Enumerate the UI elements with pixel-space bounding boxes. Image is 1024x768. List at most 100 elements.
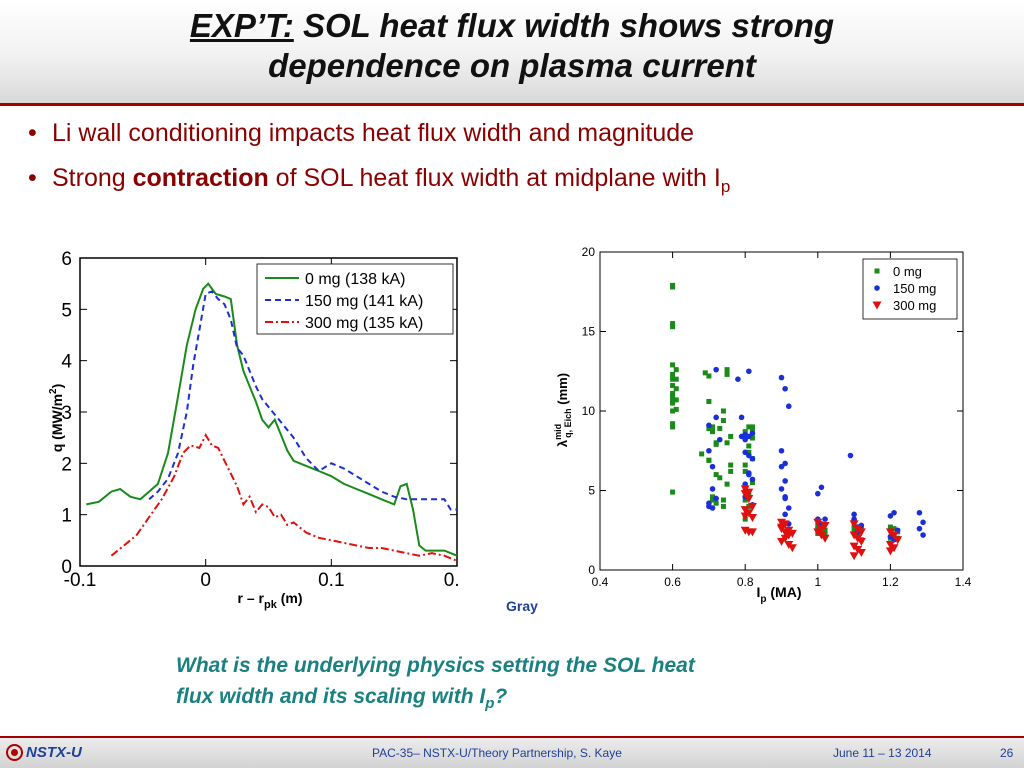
scatter-point xyxy=(706,398,712,404)
scatter-point xyxy=(670,284,676,290)
scatter-point xyxy=(785,403,792,410)
scatter-point xyxy=(747,514,757,523)
left-x-tick-label: 0 xyxy=(200,570,211,591)
scatter-point xyxy=(885,547,895,556)
scatter-point xyxy=(856,537,866,546)
scatter-point xyxy=(749,435,755,441)
scatter-point xyxy=(673,367,679,373)
left-x-tick-label: -0.1 xyxy=(64,570,97,591)
scatter-point xyxy=(749,430,756,437)
legend-label: 0 mg (138 kA) xyxy=(305,271,405,288)
scatter-point xyxy=(710,424,716,430)
scatter-point xyxy=(728,433,734,439)
scatter-point xyxy=(746,449,752,455)
scatter-point xyxy=(916,509,923,516)
bullet-text-2-post: of SOL heat flux width at midplane with … xyxy=(268,164,721,192)
scatter-point xyxy=(746,471,752,478)
bullet-item-2: • Strong contraction of SOL heat flux wid… xyxy=(28,163,1008,202)
scatter-point xyxy=(749,427,755,433)
scatter-point xyxy=(787,529,797,538)
bullet-list: • Li wall conditioning impacts heat flux … xyxy=(28,118,1008,217)
scatter-point xyxy=(744,488,754,497)
scatter-point xyxy=(887,513,894,519)
scatter-point xyxy=(777,537,786,546)
scatter-point xyxy=(742,497,748,503)
scatter-point xyxy=(710,494,716,500)
scatter-point xyxy=(717,425,723,431)
scatter-point xyxy=(720,497,726,503)
heat-flux-line xyxy=(148,290,457,511)
scatter-point xyxy=(785,505,792,511)
scatter-point xyxy=(717,475,723,481)
scatter-point xyxy=(820,534,830,543)
legend-label: 0 mg xyxy=(893,264,922,279)
scatter-point xyxy=(706,425,712,431)
scatter-point xyxy=(670,376,676,382)
scatter-point xyxy=(746,443,752,449)
scatter-point xyxy=(724,371,730,377)
scatter-point xyxy=(742,449,748,456)
footer-presentation: PAC-35– NSTX-U/Theory Partnership, S. Ka… xyxy=(372,746,622,760)
right-y-tick-label: 20 xyxy=(582,245,596,259)
bullet-text-2-pre: Strong xyxy=(52,164,133,192)
heat-flux-line xyxy=(86,282,458,557)
scatter-point xyxy=(699,451,705,457)
right-x-tick-label: 0.4 xyxy=(592,575,609,589)
scatter-point xyxy=(670,321,676,327)
scatter-point xyxy=(849,520,859,529)
scatter-point xyxy=(673,386,679,392)
scatter-point xyxy=(713,495,719,502)
scatter-point xyxy=(709,486,716,492)
legend-marker xyxy=(872,301,882,310)
heat-flux-profile-chart: -0.100.10.201234560 mg (138 kA)150 mg (1… xyxy=(48,249,460,611)
bullet-text-2-sub: p xyxy=(720,177,731,196)
footer-divider xyxy=(0,736,1024,738)
scatter-point xyxy=(856,528,866,537)
scatter-point xyxy=(822,516,828,522)
scatter-point xyxy=(673,376,679,382)
legend-marker xyxy=(874,285,880,291)
scatter-point xyxy=(709,505,716,511)
right-x-tick-label: 0.6 xyxy=(664,575,681,589)
legend-label: 300 mg xyxy=(893,298,936,313)
bullet-item-1: • Li wall conditioning impacts heat flux … xyxy=(28,118,1008,148)
left-y-tick-label: 2 xyxy=(61,454,72,475)
left-x-tick-label: 0.1 xyxy=(318,570,344,591)
title-line2: dependence on plasma current xyxy=(268,47,756,84)
scatter-point xyxy=(746,368,752,375)
scatter-point xyxy=(820,521,830,530)
right-x-tick-label: 0.8 xyxy=(737,575,754,589)
left-y-axis-label: q (MW/m2) xyxy=(48,384,65,453)
scatter-point xyxy=(720,408,726,414)
scatter-point xyxy=(742,429,748,435)
legend-label: 150 mg xyxy=(893,281,936,296)
scatter-point xyxy=(916,525,923,532)
scatter-point xyxy=(740,512,750,521)
nstx-logo: NSTX-U xyxy=(6,744,82,761)
right-y-tick-label: 15 xyxy=(582,325,596,339)
scatter-point xyxy=(702,370,708,376)
slide-title: EXP’T: SOL heat flux width shows strong … xyxy=(0,6,1024,86)
scatter-point xyxy=(920,519,926,526)
scatter-point xyxy=(670,394,676,400)
scatter-point xyxy=(749,424,755,430)
scatter-point xyxy=(738,414,745,421)
scatter-point xyxy=(787,544,797,553)
scatter-point xyxy=(670,371,676,377)
scatter-point xyxy=(851,511,857,518)
right-y-tick-label: 10 xyxy=(582,404,596,418)
question-end: ? xyxy=(494,685,508,708)
scatter-point xyxy=(749,476,756,483)
scatter-point xyxy=(710,497,716,503)
scatter-point xyxy=(724,367,730,373)
left-y-tick-label: 1 xyxy=(61,506,72,527)
scatter-point xyxy=(706,457,712,463)
scatter-point xyxy=(713,472,719,478)
scatter-point xyxy=(778,463,785,470)
question-text: What is the underlying physics setting t… xyxy=(176,650,936,719)
right-x-tick-label: 1 xyxy=(814,575,821,589)
scatter-point xyxy=(720,503,726,509)
legend-marker xyxy=(874,268,880,274)
left-y-tick-label: 3 xyxy=(61,403,72,424)
legend-label: 300 mg (135 kA) xyxy=(305,315,423,332)
